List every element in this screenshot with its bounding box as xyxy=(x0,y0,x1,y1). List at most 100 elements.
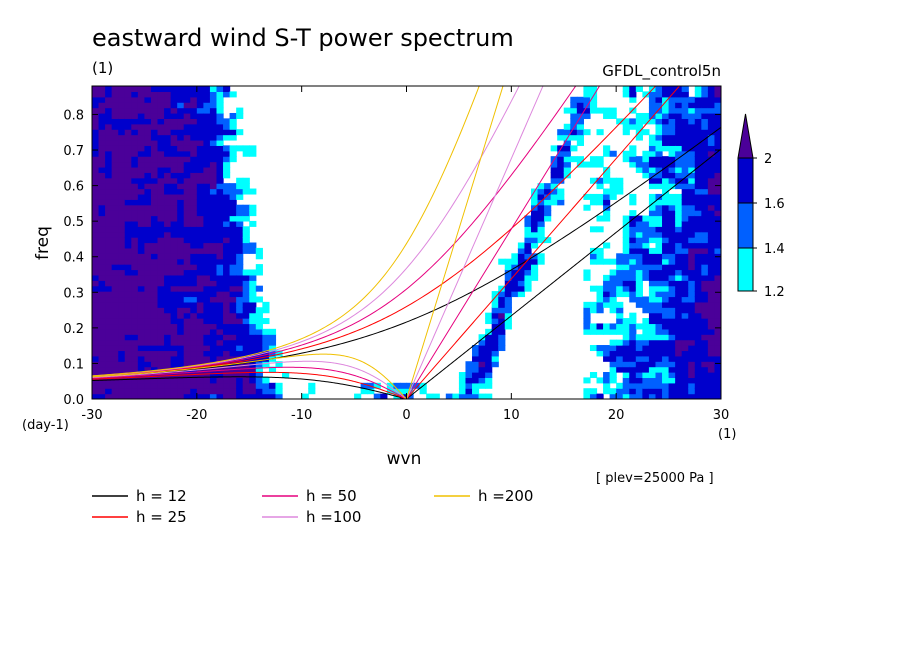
power-cell xyxy=(472,372,480,379)
power-cell xyxy=(675,242,683,249)
power-cell xyxy=(681,253,689,260)
power-cell xyxy=(589,86,598,92)
power-cell xyxy=(170,323,178,330)
power-cell xyxy=(701,301,709,308)
power-cell xyxy=(675,183,683,190)
power-cell xyxy=(150,285,159,292)
power-cell xyxy=(124,334,132,341)
power-cell xyxy=(216,350,224,357)
power-cell xyxy=(583,393,591,399)
power-cell xyxy=(642,318,650,325)
power-cell xyxy=(157,204,165,211)
power-cell xyxy=(675,247,683,254)
power-cell xyxy=(170,274,178,281)
power-cell xyxy=(137,177,146,184)
power-cell xyxy=(675,215,683,222)
power-cell xyxy=(681,291,689,298)
power-cell xyxy=(131,112,139,119)
power-cell xyxy=(92,301,100,308)
power-cell xyxy=(144,334,152,341)
power-cell xyxy=(183,301,191,308)
power-cell xyxy=(707,123,716,130)
power-cell xyxy=(111,226,119,233)
power-cell xyxy=(131,291,139,298)
power-cell xyxy=(694,237,702,244)
power-cell xyxy=(223,323,231,330)
power-cell xyxy=(648,134,657,141)
power-cell xyxy=(681,269,689,276)
power-cell xyxy=(150,258,159,265)
power-cell xyxy=(648,172,657,179)
power-cell xyxy=(681,139,689,146)
power-cell xyxy=(105,145,113,152)
power-cell xyxy=(223,215,231,222)
power-cell xyxy=(209,350,218,357)
power-cell xyxy=(209,172,218,179)
power-cell xyxy=(209,86,218,92)
power-cell xyxy=(642,242,650,249)
power-cell xyxy=(157,193,165,200)
power-cell xyxy=(131,123,139,130)
power-cell xyxy=(203,86,211,92)
power-cell xyxy=(465,361,473,368)
power-cell xyxy=(485,339,493,346)
power-cell xyxy=(701,307,709,314)
power-cell xyxy=(675,123,683,130)
power-cell xyxy=(576,123,584,130)
power-cell xyxy=(714,199,721,206)
power-cell xyxy=(236,258,244,265)
power-cell xyxy=(262,393,270,399)
power-cell xyxy=(544,210,552,217)
power-cell xyxy=(105,307,113,314)
power-cell xyxy=(124,112,132,119)
power-cell xyxy=(164,107,172,114)
power-cell xyxy=(262,388,270,395)
power-cell xyxy=(209,285,218,292)
power-cell xyxy=(196,193,204,200)
power-cell xyxy=(255,366,263,373)
power-cell xyxy=(662,237,670,244)
power-cell xyxy=(223,220,231,227)
power-cell xyxy=(524,242,532,249)
power-cell xyxy=(668,264,676,271)
power-cell xyxy=(642,258,650,265)
power-cell xyxy=(694,307,702,314)
power-cell xyxy=(144,210,152,217)
power-cell xyxy=(681,242,689,249)
power-cell xyxy=(642,361,650,368)
power-cell xyxy=(609,274,617,281)
power-cell xyxy=(190,204,198,211)
power-cell xyxy=(98,253,106,260)
power-cell xyxy=(203,177,211,184)
power-cell xyxy=(203,102,211,109)
power-cell xyxy=(196,355,204,362)
power-cell xyxy=(668,226,676,233)
power-cell xyxy=(707,253,716,260)
power-cell xyxy=(707,129,716,136)
power-cell xyxy=(98,269,106,276)
power-cell xyxy=(236,242,244,249)
power-cell xyxy=(570,145,578,152)
power-cell xyxy=(203,172,211,179)
power-cell xyxy=(701,107,709,114)
power-cell xyxy=(662,258,670,265)
power-cell xyxy=(537,237,545,244)
power-cell xyxy=(236,183,244,190)
power-cell xyxy=(203,372,211,379)
power-cell xyxy=(105,318,113,325)
power-cell xyxy=(157,296,165,303)
power-cell xyxy=(688,166,696,173)
power-cell xyxy=(714,134,721,141)
power-cell xyxy=(662,264,670,271)
power-cell xyxy=(662,210,670,217)
power-cell xyxy=(563,166,571,173)
power-cell xyxy=(150,242,159,249)
power-cell xyxy=(655,102,663,109)
power-cell xyxy=(616,328,624,335)
power-cell xyxy=(157,91,165,98)
power-cell xyxy=(170,334,178,341)
power-cell xyxy=(524,231,532,238)
power-cell xyxy=(216,291,224,298)
power-cell xyxy=(177,86,185,92)
power-cell xyxy=(111,355,119,362)
